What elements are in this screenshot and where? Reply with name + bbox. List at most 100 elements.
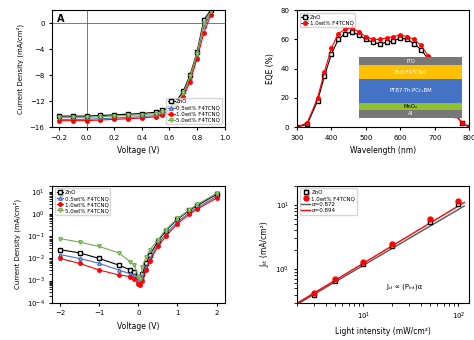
0.5wt% F4TCNQ	[136, 278, 141, 283]
5.0wt% F4TCNQ	[214, 191, 219, 196]
0.5wt% F4TCNQ	[111, 116, 117, 120]
0.5wt% F4TCNQ	[147, 256, 153, 260]
1.0wt% F4TCNQ	[398, 33, 403, 37]
5.0wt% F4TCNQ	[70, 115, 76, 119]
ZnO	[342, 32, 348, 36]
0.5wt% F4TCNQ	[139, 275, 145, 279]
ZnO	[328, 52, 334, 56]
ZnO	[315, 99, 320, 103]
0.5wt% F4TCNQ	[155, 242, 161, 246]
5.0wt% F4TCNQ	[132, 263, 137, 267]
1.0wt% F4TCNQ	[111, 117, 117, 121]
1.0wt% F4TCNQ	[342, 27, 348, 31]
5.0wt% F4TCNQ	[56, 115, 62, 119]
ZnO	[418, 48, 424, 52]
Y-axis label: EQE (%): EQE (%)	[266, 53, 275, 84]
1.0wt% F4TCNQ	[446, 99, 451, 103]
ZnO	[155, 239, 161, 243]
ZnO	[459, 121, 465, 125]
5.0wt% F4TCNQ	[139, 113, 145, 117]
ZnO	[186, 208, 192, 212]
ZnO	[136, 275, 141, 279]
ZnO	[446, 100, 451, 104]
1.0wt% F4TCNQ	[194, 57, 200, 61]
0.5wt% F4TCNQ	[186, 210, 192, 215]
ZnO	[304, 122, 310, 126]
5.0wt% F4TCNQ	[186, 208, 192, 212]
5.0wt% F4TCNQ	[57, 237, 63, 241]
5.0wt% F4TCNQ	[84, 115, 90, 119]
5.0wt% F4TCNQ	[116, 251, 121, 255]
0.5wt% F4TCNQ	[163, 232, 169, 236]
5.0wt% F4TCNQ	[147, 248, 153, 252]
0.5wt% F4TCNQ	[201, 24, 207, 29]
0.5wt% F4TCNQ	[57, 253, 63, 257]
Line: 1.0wt% F4TCNQ: 1.0wt% F4TCNQ	[295, 26, 471, 129]
ZnO	[166, 106, 172, 110]
1.0wt% F4TCNQ	[166, 111, 172, 115]
Line: 0.5wt% F4TCNQ: 0.5wt% F4TCNQ	[57, 12, 212, 121]
5.0wt% F4TCNQ	[173, 101, 179, 105]
Text: C: C	[57, 189, 64, 199]
ZnO	[163, 229, 169, 233]
1.0wt% F4TCNQ	[432, 67, 438, 71]
5.0wt% F4TCNQ	[160, 109, 165, 114]
0.5wt% F4TCNQ	[70, 117, 76, 121]
1.0wt% F4TCNQ	[139, 278, 145, 283]
ZnO	[201, 18, 207, 22]
1.0wt% F4TCNQ	[214, 196, 219, 200]
0.5wt% F4TCNQ	[84, 117, 90, 121]
1.0wt% F4TCNQ	[466, 125, 472, 129]
0.5wt% F4TCNQ	[132, 273, 137, 277]
1.0wt% F4TCNQ	[137, 284, 143, 288]
ZnO	[356, 33, 362, 37]
ZnO	[77, 251, 82, 255]
ZnO	[425, 56, 431, 61]
1.0wt% F4TCNQ	[194, 207, 200, 211]
ZnO	[143, 261, 149, 266]
1.0wt% F4TCNQ	[125, 117, 131, 121]
1.0wt% F4TCNQ	[459, 121, 465, 125]
5.0wt% F4TCNQ	[136, 275, 141, 279]
0.5wt% F4TCNQ	[187, 76, 193, 81]
Y-axis label: Current Density (mA/cm²): Current Density (mA/cm²)	[14, 199, 21, 289]
Line: 5.0wt% F4TCNQ: 5.0wt% F4TCNQ	[57, 10, 212, 119]
1.0wt% F4TCNQ	[77, 261, 82, 266]
0.5wt% F4TCNQ	[137, 280, 143, 285]
ZnO	[404, 37, 410, 41]
ZnO	[391, 39, 396, 43]
Line: ZnO: ZnO	[58, 193, 219, 280]
1.0wt% F4TCNQ	[153, 115, 158, 119]
X-axis label: Wavelength (nm): Wavelength (nm)	[350, 146, 416, 155]
1.0wt% F4TCNQ	[56, 119, 62, 123]
ZnO	[411, 42, 417, 46]
ZnO	[57, 248, 63, 252]
5.0wt% F4TCNQ	[128, 260, 133, 264]
ZnO	[363, 37, 369, 41]
0.5wt% F4TCNQ	[128, 272, 133, 276]
1.0wt% F4TCNQ	[160, 113, 165, 117]
Y-axis label: Current Density (mA/cm²): Current Density (mA/cm²)	[17, 23, 24, 114]
ZnO	[111, 113, 117, 117]
0.5wt% F4TCNQ	[174, 220, 180, 224]
Legend: ZnO, 1.0wt% F4TCNQ, α=0.872, α=0.894: ZnO, 1.0wt% F4TCNQ, α=0.872, α=0.894	[300, 188, 357, 215]
Legend: ZnO, 0.5wt% F4TCNQ, 1.0wt% F4TCNQ, 5.0wt% F4TCNQ: ZnO, 0.5wt% F4TCNQ, 1.0wt% F4TCNQ, 5.0wt…	[166, 98, 222, 124]
1.0wt% F4TCNQ	[294, 125, 300, 129]
1.0wt% F4TCNQ	[186, 212, 192, 216]
1.0wt% F4TCNQ	[128, 275, 133, 279]
Legend: ZnO, 0.5wt% F4TCNQ, 1.0wt% F4TCNQ, 5.0wt% F4TCNQ: ZnO, 0.5wt% F4TCNQ, 1.0wt% F4TCNQ, 5.0wt…	[55, 188, 110, 215]
ZnO	[466, 125, 472, 129]
1.0wt% F4TCNQ	[439, 81, 445, 85]
0.5wt% F4TCNQ	[194, 206, 200, 210]
1.0wt% F4TCNQ	[356, 30, 362, 34]
1.0wt% F4TCNQ	[187, 80, 193, 84]
1.0wt% F4TCNQ	[84, 119, 90, 123]
1.0wt% F4TCNQ	[411, 37, 417, 41]
ZnO	[336, 37, 341, 41]
1.0wt% F4TCNQ	[391, 34, 396, 38]
Y-axis label: Jₛₜ (mA/cm²): Jₛₜ (mA/cm²)	[261, 221, 270, 267]
ZnO	[173, 99, 179, 103]
1.0wt% F4TCNQ	[70, 119, 76, 123]
1.0wt% F4TCNQ	[116, 273, 121, 277]
ZnO	[194, 204, 200, 208]
